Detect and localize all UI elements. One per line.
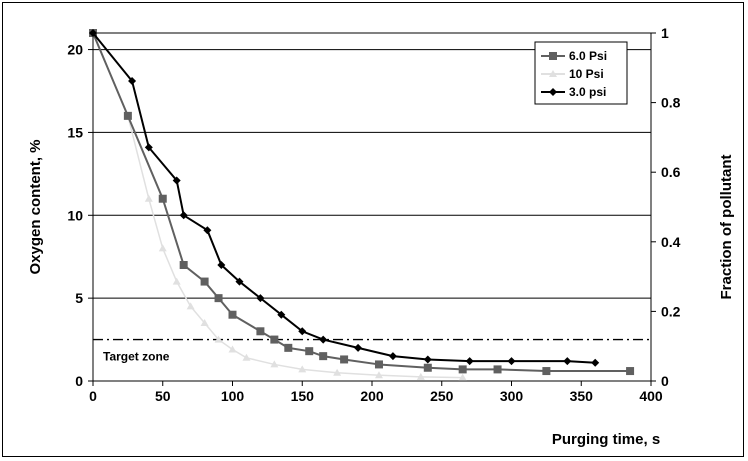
x-axis-title: Purging time, s [552,431,660,448]
y2-tick-label: 0.4 [661,234,681,250]
data-point [319,335,328,344]
series-line [92,32,463,379]
y-tick-label: 15 [67,124,83,140]
data-point [158,244,167,252]
data-point [284,343,293,352]
target-zone-label: Target zone [103,350,170,364]
series-3-0-psi [89,29,600,367]
data-point [277,310,286,319]
y-tick-label: 5 [75,290,83,306]
x-tick-label: 350 [570,388,594,404]
data-point [591,358,600,367]
data-point [298,365,307,373]
y-tick-label: 20 [67,42,83,58]
data-point [144,194,153,202]
data-point [200,319,209,326]
data-point [493,365,502,374]
y2-tick-label: 0.2 [661,303,681,319]
y2-tick-label: 0.8 [661,95,681,111]
data-point [228,310,237,319]
series-layer [89,29,635,381]
data-point [186,302,195,310]
data-point [235,277,244,286]
legend-item: 6.0 Psi [541,49,607,63]
data-point [158,194,167,203]
y2-tick-label: 1 [661,25,669,41]
series-10-psi [89,29,467,381]
data-point [242,353,251,361]
data-point [458,373,467,381]
y-tick-label: 10 [67,207,83,223]
y-tick-label: 0 [75,373,83,389]
series-line [92,32,596,364]
x-tick-label: 200 [360,388,384,404]
data-point [89,29,97,37]
data-point [228,345,237,353]
data-point [270,360,279,368]
data-point [270,335,279,344]
legend-item: 3.0 psi [541,85,606,99]
x-tick-label: 100 [221,388,245,404]
data-point [128,77,137,86]
data-point [319,352,328,361]
data-point [217,261,226,269]
y-axis-title: Oxygen content, % [27,139,44,274]
data-point [507,357,516,366]
data-point [123,111,132,120]
legend-swatch-marker [549,88,557,96]
data-point [465,357,474,366]
data-point [256,294,265,303]
data-point [200,277,209,286]
data-point [179,211,188,220]
data-point [298,327,307,336]
data-point [214,294,223,303]
legend: 6.0 Psi 10 Psi 3.0 psi [534,41,628,105]
legend-swatch-marker [549,70,557,77]
data-point [423,355,432,364]
legend-label: 3.0 psi [569,85,606,99]
data-point [423,363,432,372]
data-point [305,347,314,356]
x-tick-label: 150 [291,388,315,404]
data-point [458,365,467,374]
data-point [388,352,397,361]
y2-tick-label: 0.6 [661,164,681,180]
y-axis-ticks: 0 5 10 15 20 [67,42,93,389]
x-tick-label: 250 [430,388,454,404]
data-point [333,368,342,376]
data-point [374,371,383,379]
x-tick-label: 400 [639,388,663,404]
y2-axis-title: Fraction of pollutant [718,155,735,300]
data-point [354,343,363,352]
legend-item: 10 Psi [541,67,604,81]
data-point [563,357,572,366]
legend-swatch-marker [549,52,557,60]
x-tick-label: 0 [89,388,97,404]
data-point [340,355,349,364]
y2-axis-ticks: 0 0.2 0.4 0.6 0.8 1 [651,25,681,389]
data-point [256,327,265,336]
data-point [214,335,223,343]
x-axis-ticks: 0 50 100 150 200 250 300 350 400 [89,381,663,404]
chart-frame [2,2,744,457]
data-point [374,360,383,369]
data-point [542,367,551,376]
legend-label: 6.0 Psi [569,49,607,63]
data-point [172,176,181,185]
data-point [626,367,635,376]
data-point [203,226,212,235]
data-point [179,261,188,269]
data-point [416,372,425,380]
legend-label: 10 Psi [569,67,604,81]
data-point [144,143,153,152]
x-tick-label: 50 [155,388,171,404]
data-point [172,277,181,285]
y2-tick-label: 0 [661,373,669,389]
x-tick-label: 300 [500,388,524,404]
